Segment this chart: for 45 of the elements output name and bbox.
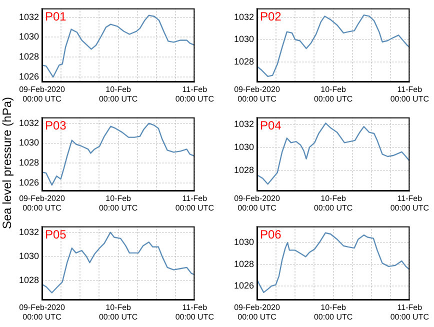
y-tick-label: 1028 xyxy=(18,275,39,286)
x-tick-label: 10-Feb 00:00 UTC xyxy=(98,194,138,213)
y-tick-label: 1032 xyxy=(234,12,254,22)
y-tick-label: 1028 xyxy=(234,258,254,269)
y-tick-label: 1030 xyxy=(234,142,254,152)
y-axis-title: Sea level pressure (hPa) xyxy=(0,96,15,232)
y-tick-label: 1032 xyxy=(18,226,39,237)
chart-title: P04 xyxy=(260,118,282,133)
y-tick-label: 1030 xyxy=(18,32,39,42)
chart-title: P03 xyxy=(45,118,67,133)
x-tick-label: 11-Feb 00:00 UTC xyxy=(390,303,430,322)
chart-title: P01 xyxy=(45,10,67,24)
chart-title: P05 xyxy=(45,228,67,242)
y-tick-label: 1032 xyxy=(234,118,254,129)
y-tick-label: 1032 xyxy=(18,118,39,128)
y-tick-label: 1030 xyxy=(18,251,39,262)
y-tick-label: 1026 xyxy=(18,72,39,82)
x-tick-label: 10-Feb 00:00 UTC xyxy=(314,303,353,322)
y-tick-label: 1028 xyxy=(18,158,39,168)
y-tick-label: 1028 xyxy=(234,56,254,66)
x-tick-label: 11-Feb 00:00 UTC xyxy=(175,194,214,213)
x-tick-label: 09-Feb-2020 00:00 UTC xyxy=(234,303,280,322)
chart-title: P06 xyxy=(260,228,282,242)
y-tick-label: 1030 xyxy=(234,237,254,248)
y-tick-label: 1028 xyxy=(18,52,39,62)
x-tick-label: 09-Feb-2020 00:00 UTC xyxy=(19,194,66,213)
y-tick-label: 1026 xyxy=(18,178,39,188)
y-tick-label: 1032 xyxy=(18,12,39,22)
x-tick-label: 09-Feb-2020 00:00 UTC xyxy=(234,85,280,104)
x-tick-label: 11-Feb 00:00 UTC xyxy=(390,194,430,213)
x-tick-label: 09-Feb-2020 00:00 UTC xyxy=(19,85,66,104)
x-tick-label: 09-Feb-2020 00:00 UTC xyxy=(234,194,280,213)
y-tick-label: 1026 xyxy=(234,280,254,290)
x-tick-label: 10-Feb 00:00 UTC xyxy=(98,85,138,104)
x-tick-label: 11-Feb 00:00 UTC xyxy=(175,85,214,104)
x-tick-label: 10-Feb 00:00 UTC xyxy=(314,194,353,213)
y-tick-label: 1028 xyxy=(234,164,254,175)
x-tick-label: 11-Feb 00:00 UTC xyxy=(175,303,214,322)
x-tick-label: 11-Feb 00:00 UTC xyxy=(390,85,430,104)
x-tick-label: 10-Feb 00:00 UTC xyxy=(314,85,353,104)
x-tick-label: 09-Feb-2020 00:00 UTC xyxy=(19,303,66,322)
chart-title: P02 xyxy=(260,10,282,24)
x-tick-label: 10-Feb 00:00 UTC xyxy=(98,303,138,322)
y-tick-label: 1030 xyxy=(18,138,39,148)
y-tick-label: 1030 xyxy=(234,34,254,44)
